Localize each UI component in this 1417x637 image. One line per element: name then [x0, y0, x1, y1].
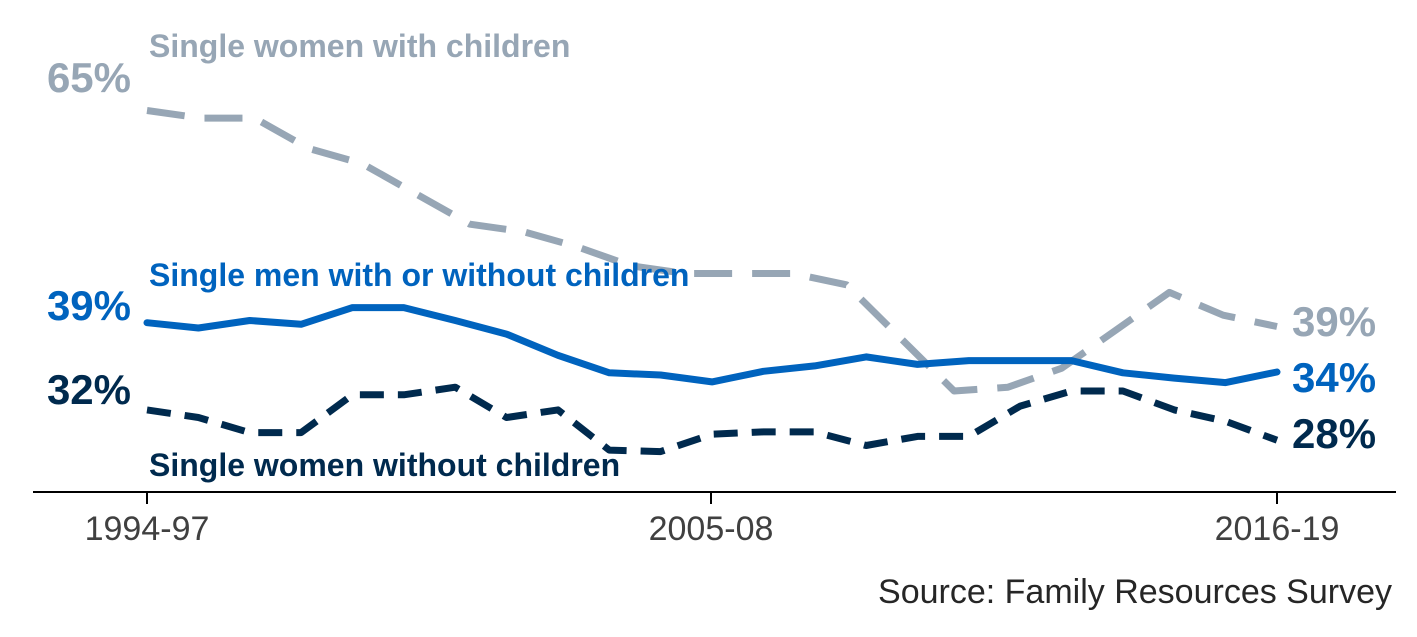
start-value-label: 39%	[47, 282, 131, 329]
end-value-label: 39%	[1292, 298, 1376, 345]
labels-layer: Single women with children 65% 39% Single m…	[47, 28, 1376, 483]
series-line-1	[146, 107, 1278, 395]
series-layer	[143, 107, 1281, 456]
series-name-label: Single men with or without children	[149, 257, 689, 293]
x-tick-label: 2016-19	[1215, 510, 1340, 548]
end-value-label: 28%	[1292, 410, 1376, 457]
x-axis-ticks: 1994-97 2005-08 2016-19	[85, 492, 1340, 548]
start-value-label: 65%	[47, 54, 131, 101]
series-line-2	[143, 304, 1281, 387]
series-name-label: Single women with children	[149, 28, 570, 64]
end-value-label: 34%	[1292, 354, 1376, 401]
series-name-label: Single women without children	[149, 447, 620, 483]
x-tick-label: 2005-08	[649, 510, 774, 548]
source-note: Source: Family Resources Survey	[878, 573, 1392, 611]
series-line-3	[146, 383, 1279, 456]
x-tick-label: 1994-97	[85, 510, 210, 548]
start-value-label: 32%	[47, 366, 131, 413]
